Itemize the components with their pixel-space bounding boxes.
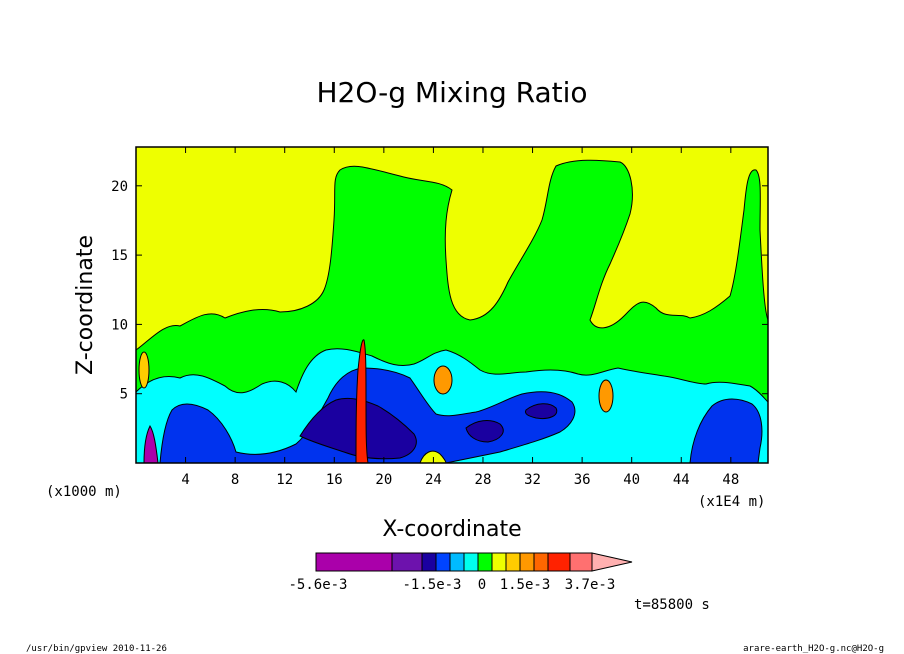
x-tick-label: 4 <box>181 472 189 488</box>
y-tick-label: 15 <box>111 248 128 264</box>
x-tick-label: 16 <box>326 472 343 488</box>
footer-left: /usr/bin/gpview 2010-11-26 <box>26 644 167 654</box>
y-axis-label: Z-coordinate <box>73 235 98 375</box>
colorbar-swatch <box>519 552 535 572</box>
x-tick-label: 40 <box>623 472 640 488</box>
y-unit-label: (x1000 m) <box>46 484 122 500</box>
plot-frame <box>135 146 769 464</box>
x-tick-label: 28 <box>475 472 492 488</box>
x-tick-label: 32 <box>524 472 541 488</box>
colorbar-labels: -5.6e-3 -1.5e-3 0 1.5e-3 3.7e-3 <box>288 577 615 593</box>
colorbar-swatch <box>391 552 423 572</box>
contour-plume <box>355 339 369 463</box>
x-tick-label: 48 <box>722 472 739 488</box>
contour-cyan <box>136 348 768 463</box>
colorbar-swatch <box>547 552 571 572</box>
colorbar-label: 3.7e-3 <box>565 577 616 593</box>
x-tick-label: 44 <box>673 472 690 488</box>
colorbar-swatch <box>569 552 593 572</box>
x-axis-label: X-coordinate <box>382 517 521 542</box>
y-axis: 5 10 15 20 <box>111 179 768 403</box>
contour-orange-3 <box>138 351 150 389</box>
colorbar <box>315 552 633 572</box>
colorbar-swatch <box>505 552 521 572</box>
colorbar-label: 0 <box>478 577 486 593</box>
chart-title: H2O-g Mixing Ratio <box>316 76 587 109</box>
colorbar-swatch <box>315 552 393 572</box>
colorbar-swatch <box>533 552 549 572</box>
contour-purple <box>143 425 159 463</box>
y-tick-label: 10 <box>111 317 128 333</box>
y-tick-label: 20 <box>111 179 128 195</box>
colorbar-swatch <box>491 552 507 572</box>
plot-area <box>136 147 768 463</box>
x-tick-label: 24 <box>425 472 442 488</box>
x-tick-label: 12 <box>276 472 293 488</box>
colorbar-extend-arrow <box>591 552 633 572</box>
colorbar-label: -5.6e-3 <box>288 577 347 593</box>
x-unit-label: (x1E4 m) <box>698 494 765 510</box>
time-label: t=85800 s <box>634 597 710 613</box>
colorbar-swatch <box>435 552 451 572</box>
contour-orange-2 <box>598 379 614 413</box>
x-tick-label: 8 <box>231 472 239 488</box>
x-axis: 4 8 12 16 20 24 28 32 36 40 44 48 <box>181 147 739 488</box>
y-tick-label: 5 <box>120 387 128 403</box>
colorbar-label: -1.5e-3 <box>402 577 461 593</box>
footer-right: arare-earth_H2O-g.nc@H2O-g <box>743 644 884 654</box>
x-tick-label: 36 <box>574 472 591 488</box>
contour-navy-2 <box>465 420 504 443</box>
colorbar-swatch <box>421 552 437 572</box>
colorbar-swatch <box>449 552 465 572</box>
contour-navy-3 <box>525 403 558 419</box>
colorbar-label: 1.5e-3 <box>500 577 551 593</box>
colorbar-swatch <box>477 552 493 572</box>
x-tick-label: 20 <box>375 472 392 488</box>
colorbar-swatch <box>463 552 479 572</box>
contour-blue-right <box>689 398 763 463</box>
contour-orange-1 <box>433 365 453 395</box>
